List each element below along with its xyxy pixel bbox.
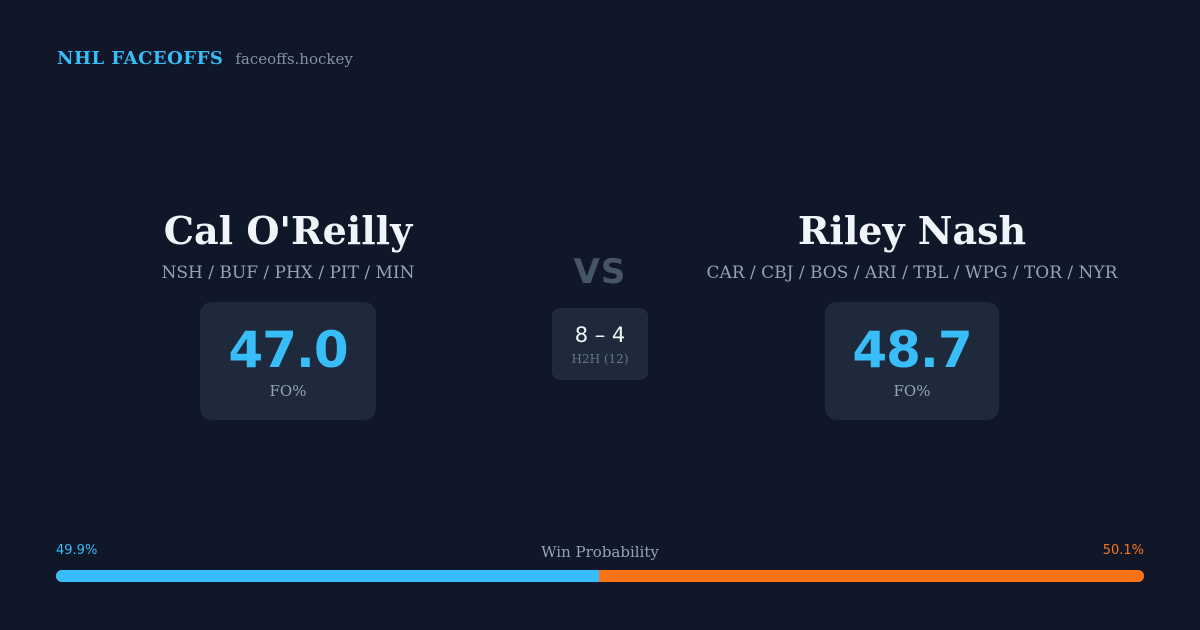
fo-value-left: 47.0 bbox=[228, 321, 348, 379]
win-probability-left: 49.9% bbox=[56, 543, 98, 558]
fo-stat-box-left: 47.0 FO% bbox=[200, 302, 376, 420]
player-card-left: Cal O'Reilly NSH / BUF / PHX / PIT / MIN… bbox=[28, 205, 548, 420]
h2h-box: 8 – 4 H2H (12) bbox=[552, 308, 648, 380]
brand-site: faceoffs.hockey bbox=[235, 50, 353, 68]
player-name-right: Riley Nash bbox=[797, 208, 1027, 253]
h2h-score: 8 – 4 bbox=[574, 323, 626, 347]
h2h-label: H2H (12) bbox=[571, 352, 629, 366]
win-probability-fill-right bbox=[598, 570, 1144, 582]
brand-name: NHL FACEOFFS bbox=[57, 48, 224, 69]
fo-stat-box-right: 48.7 FO% bbox=[825, 302, 999, 420]
fo-label-right: FO% bbox=[893, 382, 931, 400]
player-card-right: Riley Nash CAR / CBJ / BOS / ARI / TBL /… bbox=[652, 205, 1172, 420]
win-probability-title: Win Probability bbox=[541, 543, 659, 561]
win-probability-bar bbox=[56, 570, 1144, 582]
win-probability-labels: 49.9% Win Probability 50.1% bbox=[56, 543, 1144, 563]
win-probability-right: 50.1% bbox=[1102, 543, 1144, 558]
fo-label-left: FO% bbox=[269, 382, 307, 400]
win-probability-fill-left bbox=[56, 570, 599, 582]
player-name-left: Cal O'Reilly bbox=[163, 208, 413, 253]
brand-header: NHL FACEOFFS faceoffs.hockey bbox=[57, 48, 353, 69]
win-probability: 49.9% Win Probability 50.1% bbox=[56, 543, 1144, 582]
fo-value-right: 48.7 bbox=[852, 321, 972, 379]
player-teams-right: CAR / CBJ / BOS / ARI / TBL / WPG / TOR … bbox=[706, 263, 1118, 283]
player-teams-left: NSH / BUF / PHX / PIT / MIN bbox=[161, 263, 415, 283]
vs-label: VS bbox=[573, 252, 627, 292]
